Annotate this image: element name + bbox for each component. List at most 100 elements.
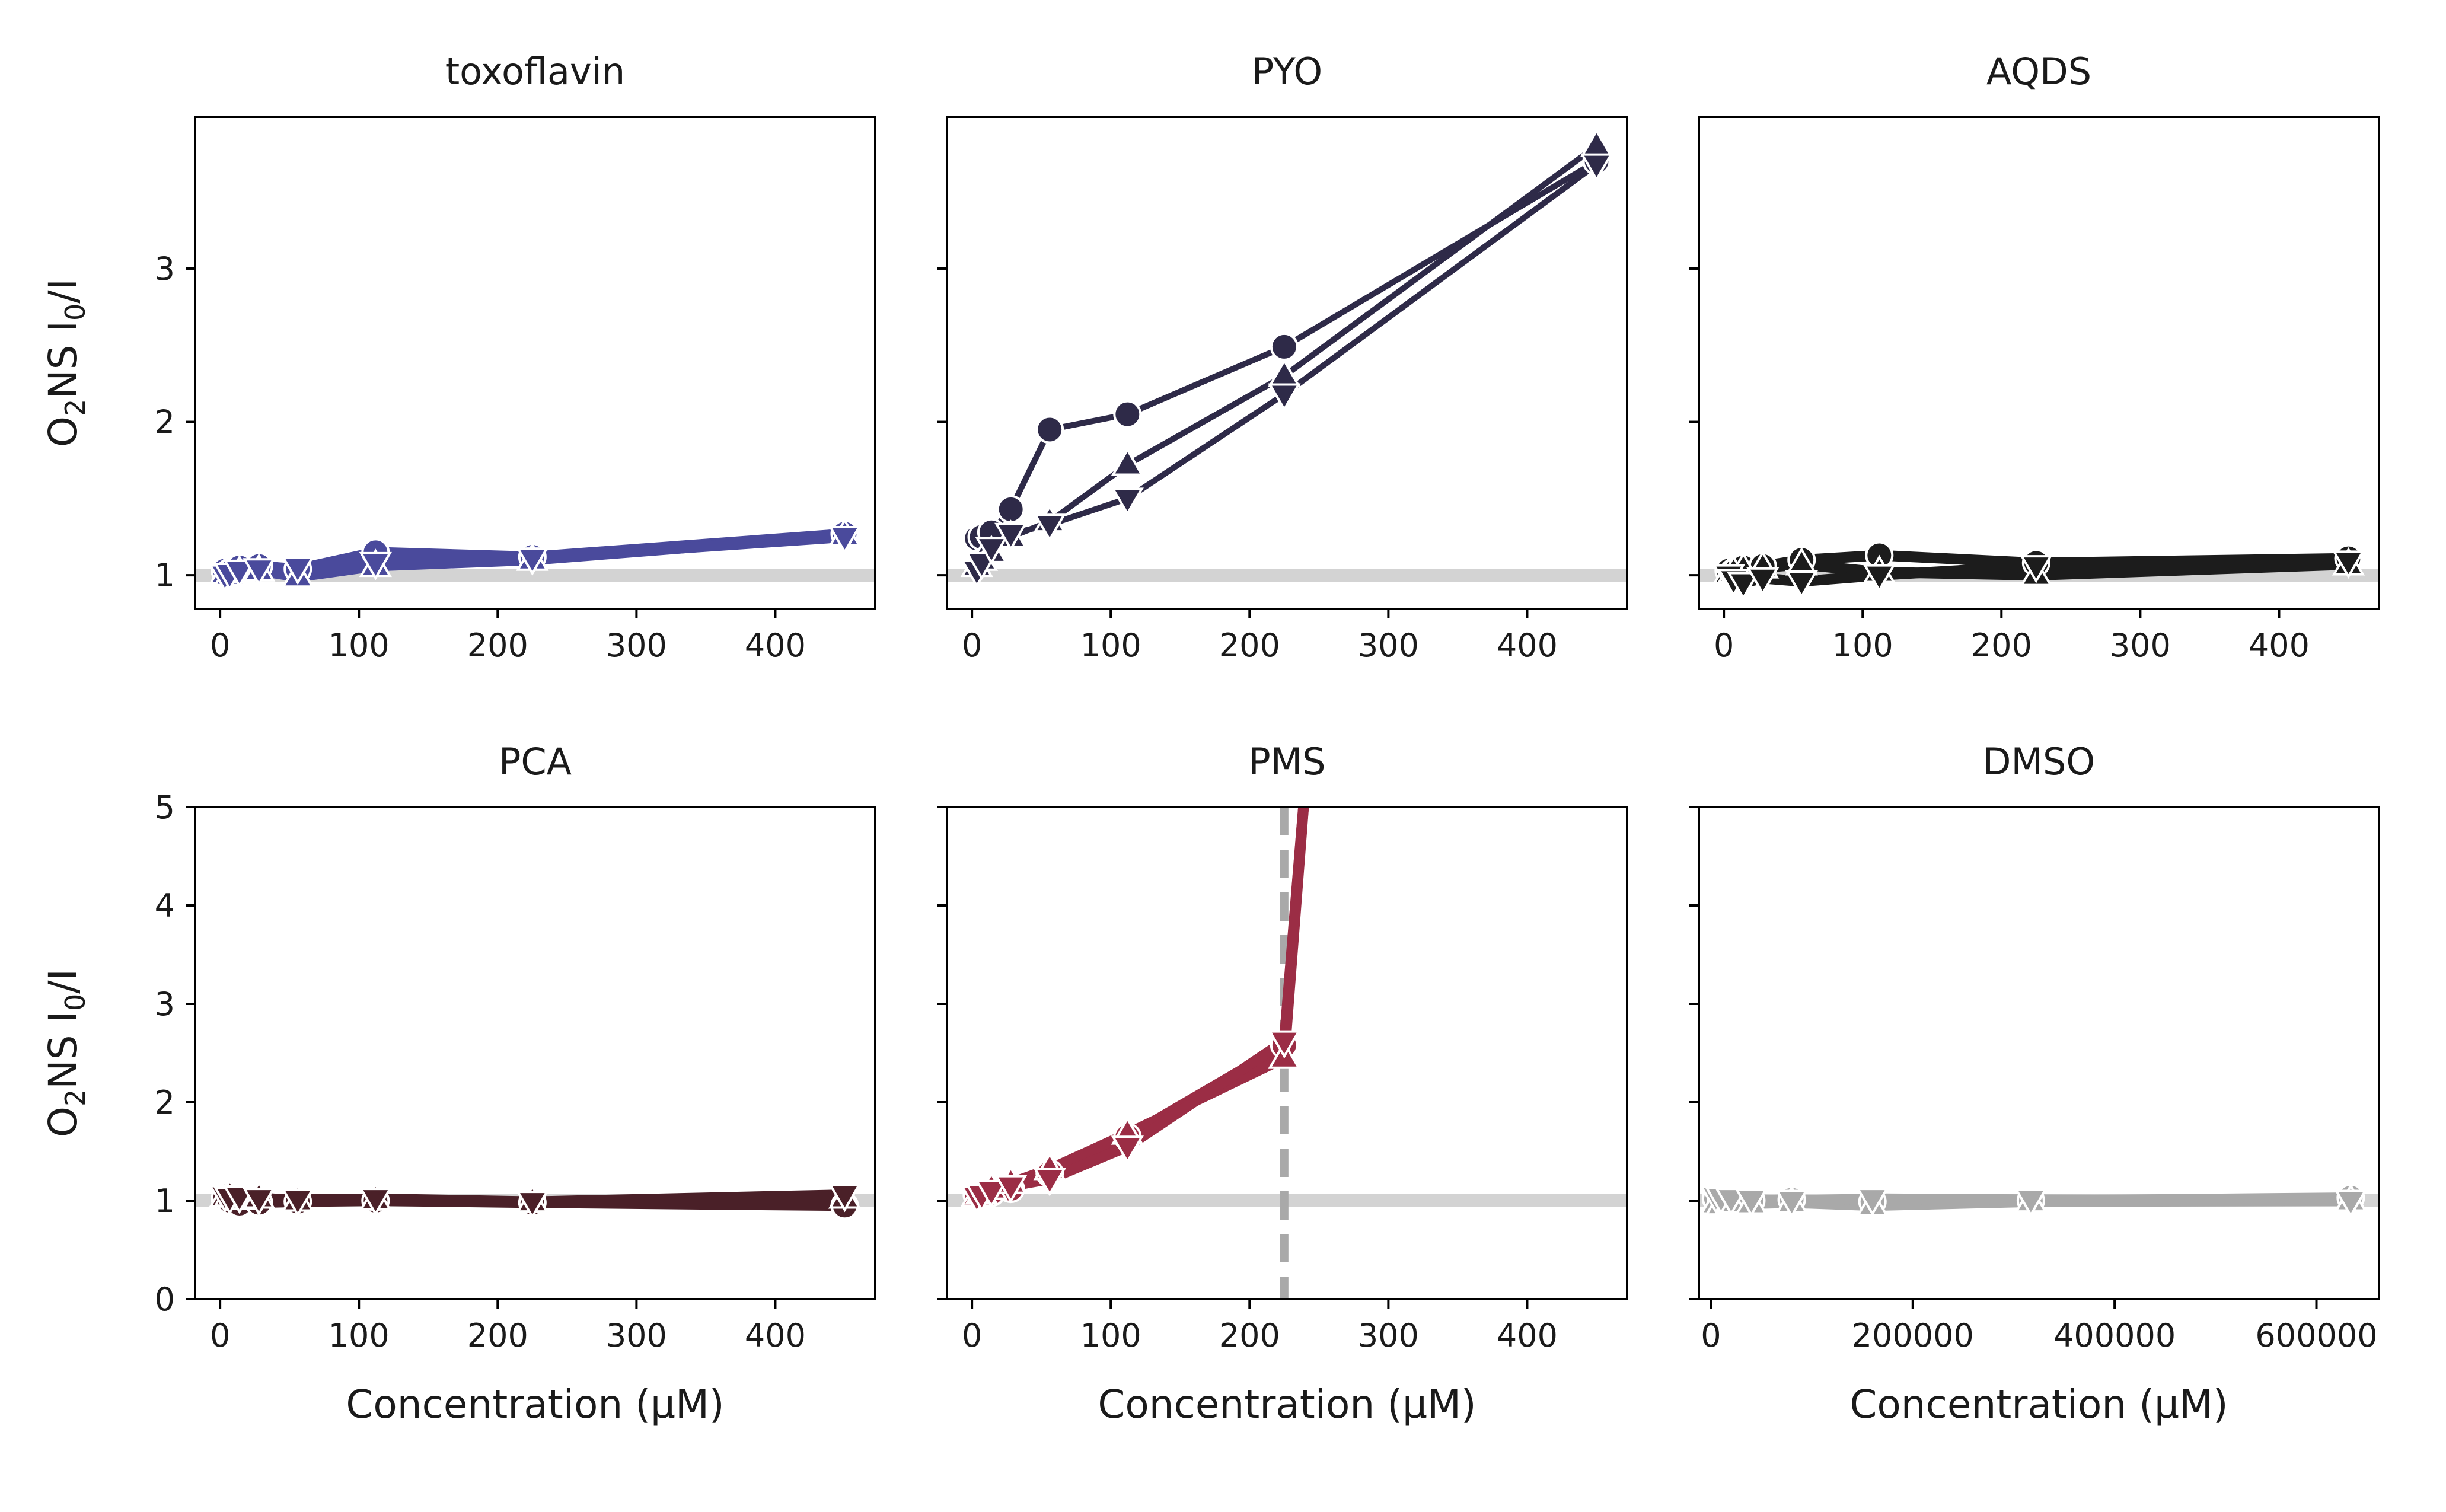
data-point-triangle-down bbox=[1727, 572, 1760, 601]
panel-dmso: DMSO 0 200000 400000 600000 Concentration (μM… bbox=[1689, 740, 2380, 1427]
data-point-triangle-down bbox=[281, 556, 314, 585]
x-tick-label: 200 bbox=[1219, 627, 1280, 664]
data-point-triangle-down bbox=[243, 1188, 276, 1216]
x-tick-label: 100 bbox=[329, 627, 390, 664]
axes-frame bbox=[194, 116, 876, 610]
x-tick-label: 200 bbox=[1219, 1317, 1280, 1354]
data-point-circle bbox=[996, 495, 1025, 524]
y-tick-label: 3 bbox=[155, 250, 175, 288]
data-point-triangle-down bbox=[2332, 550, 2365, 579]
x-tick-label: 0 bbox=[210, 627, 230, 664]
y-axis-label-subscript: 2 bbox=[59, 1089, 91, 1106]
x-tick-label: 100 bbox=[1080, 1317, 1141, 1354]
data-point-triangle-down bbox=[281, 1188, 314, 1217]
y-axis-label-subscript: 0 bbox=[59, 304, 91, 321]
x-tick-label: 200000 bbox=[1852, 1317, 1974, 1354]
data-point-triangle-down bbox=[516, 1191, 549, 1219]
x-tick-label: 0 bbox=[962, 1317, 982, 1354]
y-axis-label: O2NS I0/I bbox=[40, 279, 91, 447]
axes-frame bbox=[1698, 116, 2380, 610]
data-point-triangle-down bbox=[1775, 1189, 1809, 1218]
data-point-triangle-down bbox=[1734, 1188, 1768, 1217]
data-point-triangle-down bbox=[2014, 1188, 2048, 1217]
panel-title: AQDS bbox=[1986, 50, 2091, 93]
plot-area bbox=[1712, 541, 2365, 601]
data-point-triangle-down bbox=[828, 525, 862, 554]
data-point-triangle-down bbox=[359, 1188, 392, 1216]
data-point-triangle-down bbox=[1746, 567, 1780, 596]
axes-frame bbox=[946, 116, 1628, 610]
axes-frame bbox=[1698, 806, 2380, 1300]
data-point-circle bbox=[1113, 400, 1142, 429]
x-axis-label: Concentration (μM) bbox=[1849, 1382, 2228, 1427]
x-tick-label: 100 bbox=[1832, 627, 1893, 664]
y-tick-label: 1 bbox=[155, 557, 175, 594]
data-point-triangle-down bbox=[2020, 555, 2053, 583]
y-tick-label: 2 bbox=[155, 404, 175, 441]
x-tick-label: 400 bbox=[2249, 627, 2310, 664]
x-tick-label: 0 bbox=[1701, 1317, 1721, 1354]
data-point-triangle-down bbox=[1268, 1030, 1301, 1059]
x-tick-label: 0 bbox=[210, 1317, 230, 1354]
x-axis-label: Concentration (μM) bbox=[1098, 1382, 1476, 1427]
data-point-triangle-down bbox=[1714, 1188, 1748, 1216]
data-point-triangle-down bbox=[1033, 1168, 1066, 1197]
y-tick-label: 5 bbox=[155, 789, 175, 826]
panel-title: PMS bbox=[1248, 740, 1325, 783]
x-tick-label: 400 bbox=[1497, 1317, 1558, 1354]
plot-area bbox=[208, 518, 862, 593]
data-point-triangle-down bbox=[516, 547, 549, 576]
panel-pms: PMS 0 100 200 300 400 Concentration (μM) bbox=[937, 740, 1628, 1427]
data-point-triangle-down bbox=[975, 537, 1008, 565]
y-tick-label: 0 bbox=[155, 1281, 175, 1318]
data-point-triangle-down bbox=[975, 1179, 1008, 1208]
data-point-triangle-down bbox=[1580, 153, 1613, 182]
panel-title: PCA bbox=[499, 740, 572, 783]
x-tick-label: 200 bbox=[467, 627, 528, 664]
y-tick-label: 2 bbox=[155, 1084, 175, 1121]
x-tick-label: 200 bbox=[1971, 627, 2032, 664]
data-point-triangle-down bbox=[243, 558, 276, 587]
y-axis-label-subscript: 2 bbox=[59, 399, 91, 416]
data-point-circle bbox=[1035, 415, 1064, 444]
plot-area bbox=[208, 1178, 862, 1220]
plot-area bbox=[960, 807, 1309, 1214]
panel-title: DMSO bbox=[1983, 740, 2095, 783]
x-tick-label: 300 bbox=[1358, 1317, 1419, 1354]
data-point-triangle-down bbox=[828, 1184, 862, 1213]
axes-frame bbox=[194, 806, 876, 1300]
y-tick-label: 1 bbox=[155, 1182, 175, 1220]
x-tick-label: 200 bbox=[467, 1317, 528, 1354]
panel-title: toxoflavin bbox=[445, 50, 625, 93]
y-axis-label-part: NS I bbox=[40, 321, 86, 399]
data-point-triangle-down bbox=[994, 1175, 1028, 1204]
y-axis-label-part: /I bbox=[40, 279, 86, 304]
data-point-triangle-down bbox=[223, 559, 256, 588]
data-point-triangle-down bbox=[1785, 570, 1818, 599]
data-point-triangle-down bbox=[1111, 1135, 1144, 1164]
panel-pyo: PYO 0 100 200 300 400 bbox=[937, 50, 1628, 664]
y-tick-label: 3 bbox=[155, 985, 175, 1023]
data-point-triangle-down bbox=[2334, 1189, 2368, 1218]
data-point-triangle-up bbox=[1268, 358, 1301, 387]
y-axis-label-part: /I bbox=[40, 969, 86, 994]
plot-area bbox=[1699, 1183, 2368, 1218]
x-tick-label: 400 bbox=[745, 627, 806, 664]
y-axis-label-part: O bbox=[40, 416, 86, 447]
y-axis-label-part: NS I bbox=[40, 1011, 86, 1089]
data-point-triangle-up bbox=[1580, 128, 1613, 157]
x-tick-label: 600000 bbox=[2255, 1317, 2377, 1354]
y-tick-label: 4 bbox=[155, 887, 175, 924]
x-tick-label: 100 bbox=[1080, 627, 1141, 664]
x-tick-label: 400000 bbox=[2053, 1317, 2176, 1354]
x-tick-label: 0 bbox=[1714, 627, 1734, 664]
x-tick-label: 0 bbox=[962, 627, 982, 664]
data-point-triangle-down bbox=[1033, 513, 1066, 543]
data-point-triangle-down bbox=[359, 551, 392, 580]
x-tick-label: 100 bbox=[329, 1317, 390, 1354]
x-tick-label: 300 bbox=[2110, 627, 2171, 664]
panel-title: PYO bbox=[1252, 50, 1322, 93]
x-tick-label: 300 bbox=[1358, 627, 1419, 664]
